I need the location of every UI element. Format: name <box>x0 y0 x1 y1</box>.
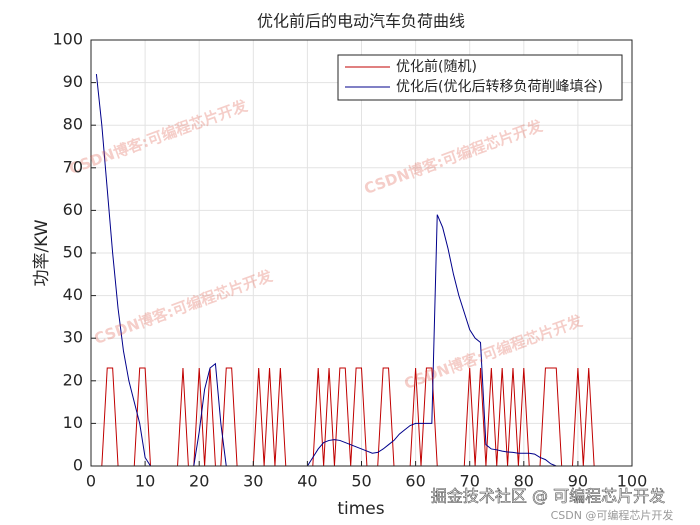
watermark: 掘金技术社区 @ 可编程芯片开发 <box>431 487 665 506</box>
x-tick-label: 0 <box>86 472 96 491</box>
x-tick-label: 100 <box>617 472 648 491</box>
x-tick-label: 60 <box>405 472 425 491</box>
y-tick-label: 90 <box>63 72 83 91</box>
series-line <box>96 367 611 467</box>
x-axis-label: times <box>337 499 384 519</box>
legend-box <box>337 54 623 101</box>
x-tick-label: 50 <box>351 472 371 491</box>
y-tick-label: 30 <box>63 328 83 347</box>
x-tick-label: 90 <box>568 472 588 491</box>
y-tick-label: 40 <box>63 285 83 304</box>
y-tick-label: 70 <box>63 157 83 176</box>
legend-label: 优化前(随机) <box>396 58 477 75</box>
chart-title: 优化前后的电动汽车负荷曲线 <box>257 12 465 31</box>
x-tick-label: 80 <box>514 472 534 491</box>
watermark: CSDN @可编程芯片开发 <box>551 508 674 522</box>
x-tick-label: 10 <box>135 472 155 491</box>
legend: 优化前(随机) 优化后(优化后转移负荷削峰填谷) <box>337 54 623 101</box>
x-tick-label: 40 <box>297 472 317 491</box>
x-tick-label: 70 <box>460 472 480 491</box>
y-tick-label: 80 <box>63 115 83 134</box>
y-tick-label: 20 <box>63 370 83 389</box>
y-axis-label: 功率/KW <box>32 219 52 286</box>
x-tick-label: 30 <box>243 472 263 491</box>
y-tick-label: 60 <box>63 200 83 219</box>
legend-label: 优化后(优化后转移负荷削峰填谷) <box>396 79 603 95</box>
y-tick-label: 0 <box>73 456 83 475</box>
y-tick-label: 50 <box>63 243 83 262</box>
y-tick-label: 100 <box>52 30 83 49</box>
x-tick-label: 20 <box>189 472 209 491</box>
y-tick-label: 10 <box>63 413 83 432</box>
